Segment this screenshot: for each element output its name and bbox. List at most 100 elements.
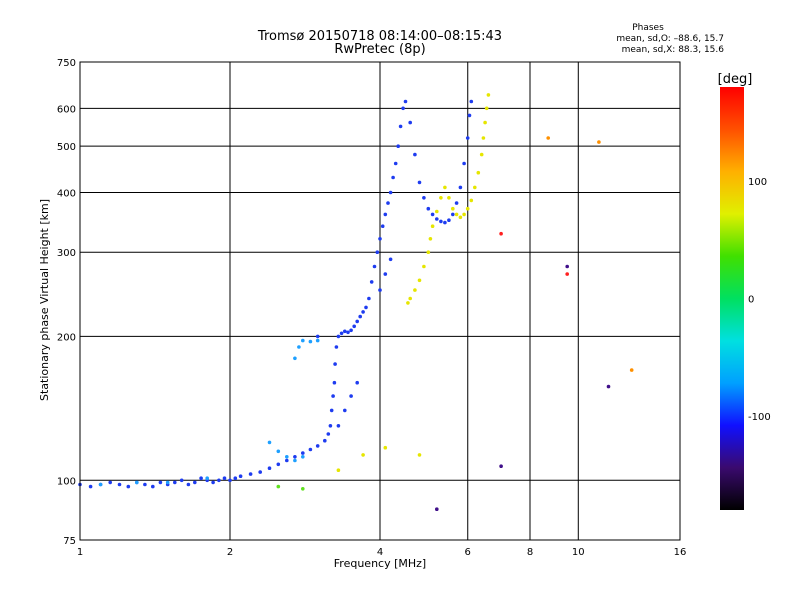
data-point xyxy=(301,338,305,343)
data-point xyxy=(276,484,281,489)
colorbar-ticks: 100 0 -100 xyxy=(748,177,771,423)
data-point xyxy=(606,384,611,389)
data-point xyxy=(380,224,385,228)
data-point xyxy=(383,445,388,450)
data-point xyxy=(276,462,281,467)
data-point xyxy=(428,237,433,241)
data-point xyxy=(355,319,360,324)
data-point xyxy=(258,470,263,474)
y-tick-label: 100 xyxy=(57,476,76,487)
x-tick-label: 1 xyxy=(77,547,83,558)
data-point xyxy=(388,190,393,195)
data-point xyxy=(486,93,491,97)
data-point xyxy=(333,362,337,366)
x-axis: 1 2 4 6 8 10 16 xyxy=(77,547,687,558)
x-tick-label: 4 xyxy=(377,547,383,558)
data-point xyxy=(469,198,474,203)
colorbar-tick-label: 100 xyxy=(748,177,767,188)
data-point xyxy=(484,106,489,111)
data-point xyxy=(458,185,463,190)
data-point xyxy=(308,447,313,452)
data-point xyxy=(451,212,455,217)
data-point xyxy=(117,482,122,487)
data-point xyxy=(143,482,147,487)
data-point xyxy=(413,288,417,292)
data-point xyxy=(193,480,197,485)
data-point xyxy=(439,196,443,200)
data-point xyxy=(98,482,103,487)
data-point xyxy=(465,136,470,140)
data-point xyxy=(179,478,184,483)
data-point xyxy=(375,250,380,254)
data-point xyxy=(211,480,215,485)
data-point xyxy=(408,120,413,125)
y-tick-label: 75 xyxy=(63,536,76,547)
data-point xyxy=(329,408,334,413)
data-points xyxy=(78,93,634,512)
data-point xyxy=(285,455,289,459)
data-point xyxy=(267,466,272,471)
data-point xyxy=(293,455,297,459)
data-point xyxy=(361,310,365,314)
data-point xyxy=(422,264,426,269)
y-tick-label: 200 xyxy=(57,332,76,343)
data-point xyxy=(406,301,410,305)
data-point xyxy=(293,356,297,361)
data-point xyxy=(173,480,177,485)
data-point xyxy=(454,201,459,205)
data-point xyxy=(443,220,447,225)
data-point xyxy=(332,380,337,385)
colorbar-tick-label: -100 xyxy=(748,412,771,423)
data-point xyxy=(372,264,377,269)
data-point xyxy=(205,476,209,481)
data-point xyxy=(352,324,357,329)
data-point xyxy=(565,272,569,276)
x-axis-label: Frequency [MHz] xyxy=(334,557,426,570)
data-point xyxy=(301,455,305,459)
data-point xyxy=(546,136,550,140)
y-tick-label: 600 xyxy=(57,104,76,115)
data-point xyxy=(467,113,472,118)
data-point xyxy=(451,206,455,211)
data-point xyxy=(126,484,131,489)
data-point xyxy=(462,161,466,166)
data-point xyxy=(323,438,327,443)
data-point xyxy=(426,206,431,211)
data-point xyxy=(369,280,374,284)
data-point xyxy=(476,170,481,175)
data-point xyxy=(326,432,331,436)
data-point xyxy=(483,120,487,125)
data-point xyxy=(417,180,422,185)
data-point xyxy=(336,334,341,339)
data-point xyxy=(499,231,503,236)
data-point xyxy=(331,394,335,398)
data-point xyxy=(334,345,339,349)
data-point xyxy=(228,478,232,483)
data-point xyxy=(447,218,451,222)
data-point xyxy=(430,212,435,217)
data-point xyxy=(378,237,382,241)
x-tick-label: 8 xyxy=(527,547,533,558)
y-axis-label: Stationary phase Virtual Height [km] xyxy=(38,199,51,401)
data-point xyxy=(391,175,395,180)
x-tick-label: 10 xyxy=(572,547,585,558)
y-tick-label: 300 xyxy=(57,248,76,259)
colorbar xyxy=(720,87,744,510)
data-point xyxy=(355,380,360,385)
chart-title: Tromsø 20150718 08:14:00–08:15:43 xyxy=(257,29,502,44)
y-axis: 75 100 200 300 400 500 600 750 xyxy=(57,58,76,547)
data-point xyxy=(297,345,301,349)
data-point xyxy=(276,449,281,454)
data-point xyxy=(339,331,344,336)
data-point xyxy=(443,185,447,190)
data-point xyxy=(336,468,341,473)
y-tick-label: 500 xyxy=(57,142,76,153)
data-point xyxy=(458,215,463,220)
data-point xyxy=(233,476,238,481)
data-point xyxy=(378,288,382,292)
data-point xyxy=(158,480,163,485)
data-point xyxy=(315,338,320,343)
data-point xyxy=(199,476,203,481)
data-point xyxy=(361,453,365,457)
data-point xyxy=(396,144,401,148)
